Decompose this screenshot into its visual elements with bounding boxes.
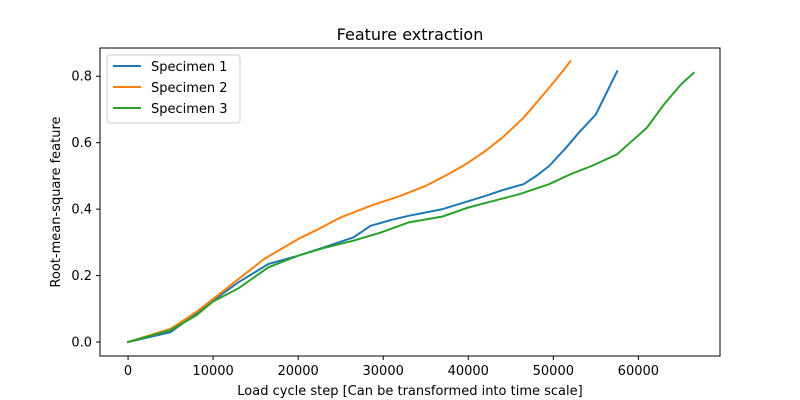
x-tick-label: 10000 [192, 364, 233, 379]
y-tick-label: 0.8 [71, 70, 92, 85]
y-tick-label: 0.2 [71, 269, 92, 284]
legend-label-2: Specimen 2 [151, 81, 228, 96]
y-tick-label: 0.4 [71, 203, 92, 218]
x-axis: 0 10000 20000 30000 40000 50000 60000 [124, 356, 659, 379]
x-axis-label: Load cycle step [Can be transformed into… [237, 384, 582, 399]
chart-title: Feature extraction [337, 25, 484, 44]
x-tick-label: 50000 [533, 364, 574, 379]
x-tick-label: 40000 [448, 364, 489, 379]
x-tick-label: 30000 [363, 364, 404, 379]
plot-area [126, 59, 696, 344]
legend-box [106, 54, 241, 124]
x-tick-label: 0 [124, 364, 132, 379]
y-tick-label: 0.6 [71, 136, 92, 151]
y-axis-label: Root-mean-square feature [49, 116, 64, 287]
plot-frame [99, 47, 721, 357]
x-tick-label: 20000 [277, 364, 318, 379]
series-line-2 [126, 59, 572, 344]
legend-label-1: Specimen 1 [151, 60, 228, 75]
x-tick-label: 60000 [618, 364, 659, 379]
y-axis: 0.0 0.2 0.4 0.6 0.8 [71, 70, 100, 351]
y-tick-label: 0.0 [71, 336, 92, 351]
series-line-3 [126, 71, 696, 344]
legend: Specimen 1 Specimen 2 Specimen 3 [106, 54, 241, 124]
legend-label-3: Specimen 3 [151, 102, 228, 117]
